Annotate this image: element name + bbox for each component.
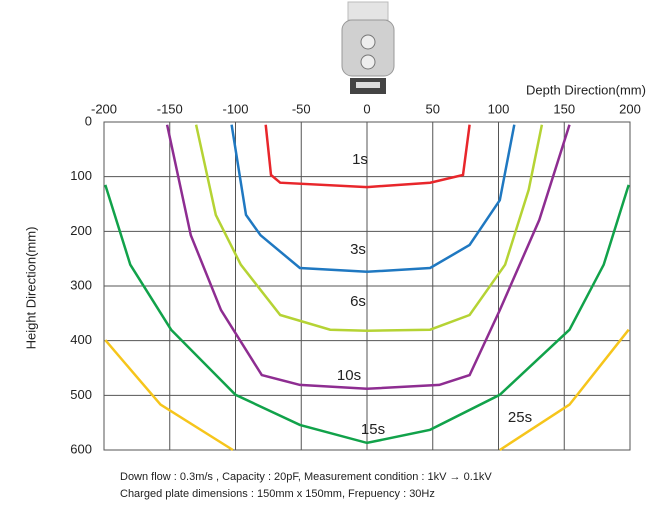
series-label: 10s xyxy=(337,367,361,384)
y-tick-label: 0 xyxy=(85,113,92,128)
x-tick-label: -50 xyxy=(292,101,311,116)
series-label: 15s xyxy=(361,421,385,438)
y-tick-label: 200 xyxy=(70,223,92,238)
x-tick-label: 150 xyxy=(553,101,575,116)
y-tick-label: 400 xyxy=(70,332,92,347)
contour-line xyxy=(264,124,471,189)
y-tick-label: 600 xyxy=(70,441,92,456)
contour-line xyxy=(194,124,544,333)
series-label: 6s xyxy=(350,293,366,310)
contour-line xyxy=(230,124,516,274)
y-tick-label: 300 xyxy=(70,277,92,292)
series-label: 25s xyxy=(508,409,532,426)
series-label: 3s xyxy=(350,241,366,258)
x-tick-label: -200 xyxy=(91,101,117,116)
x-axis-label: Depth Direction(mm) xyxy=(526,82,646,97)
contour-line xyxy=(165,124,571,391)
x-tick-label: -150 xyxy=(157,101,183,116)
x-tick-label: 200 xyxy=(619,101,641,116)
caption: Down flow : 0.3m/s , Capacity : 20pF, Me… xyxy=(120,471,492,483)
series-label: 1s xyxy=(352,151,368,168)
contour-line xyxy=(104,184,630,445)
y-axis-label: Height Direction(mm) xyxy=(23,227,38,350)
y-tick-label: 500 xyxy=(70,387,92,402)
contour-line xyxy=(104,328,630,452)
y-tick-label: 100 xyxy=(70,168,92,183)
device-icon xyxy=(341,1,395,94)
x-tick-label: 100 xyxy=(488,101,510,116)
x-tick-label: -100 xyxy=(222,101,248,116)
plot-frame xyxy=(103,121,631,451)
x-tick-label: 0 xyxy=(363,101,370,116)
x-tick-label: 50 xyxy=(426,101,440,116)
caption: Charged plate dimensions : 150mm x 150mm… xyxy=(120,488,435,500)
